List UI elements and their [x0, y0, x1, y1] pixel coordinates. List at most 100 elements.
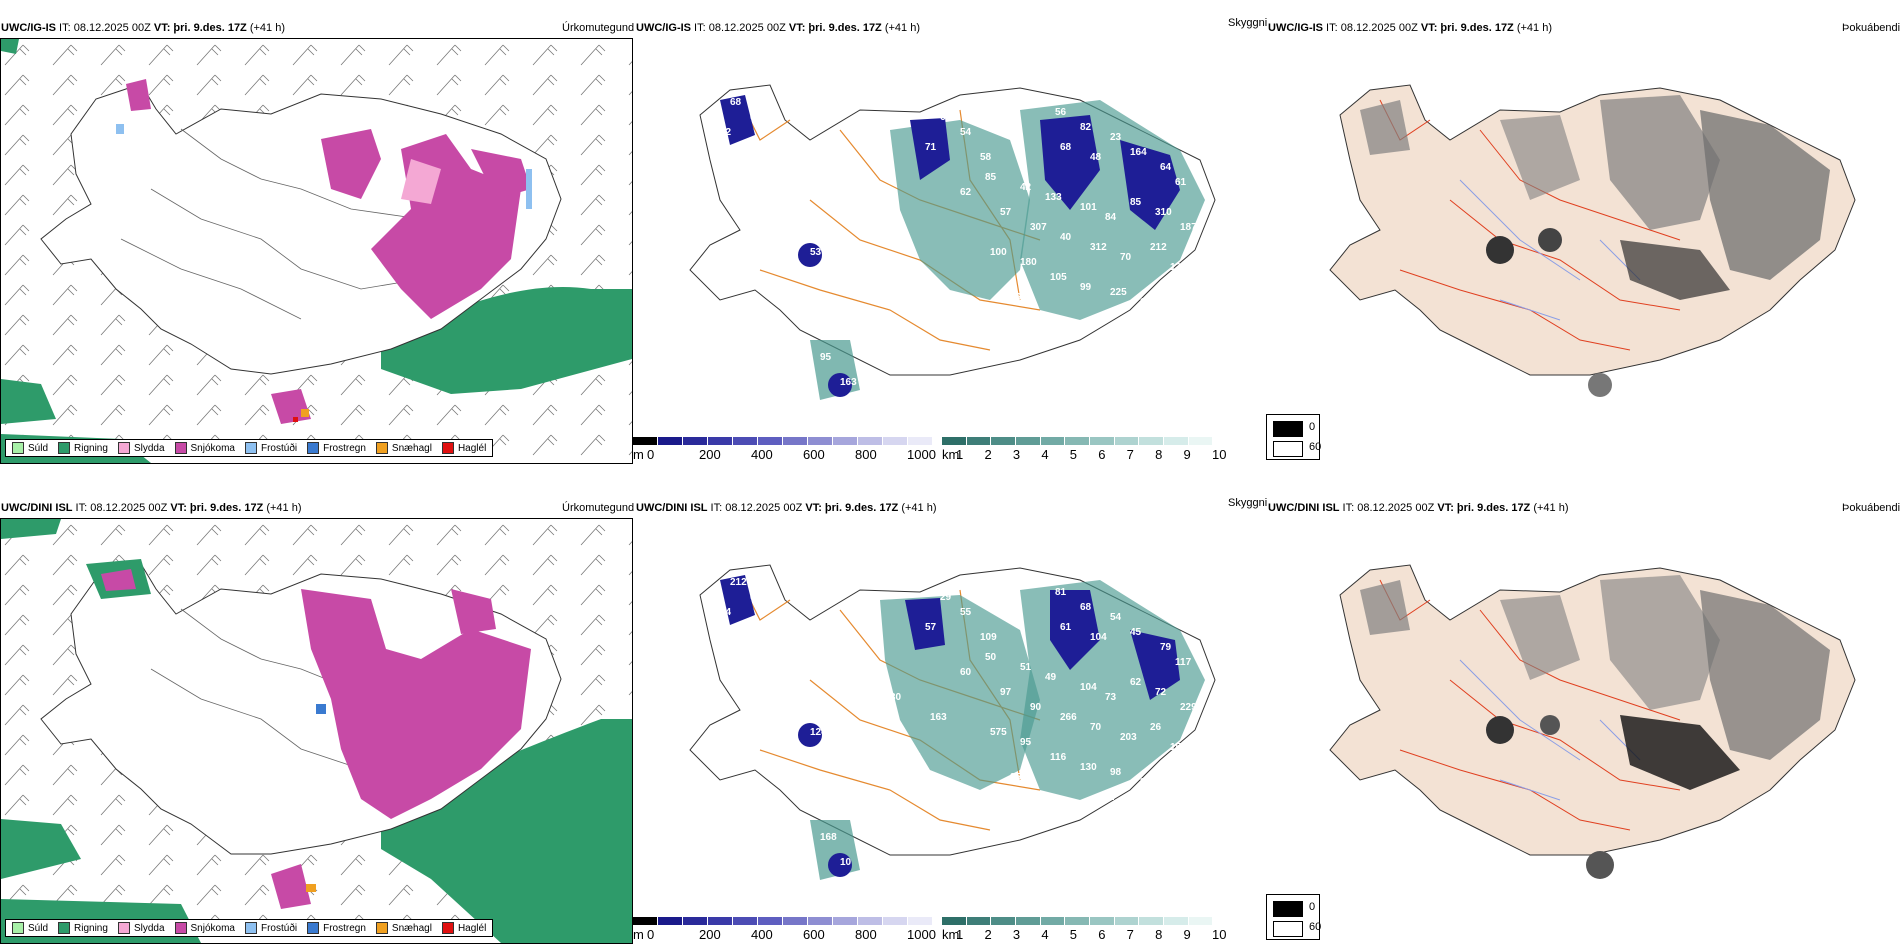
cloud-base-label: 23: [1110, 132, 1122, 143]
colorbar-cell: [733, 917, 758, 925]
cloud-base-label: 55: [960, 607, 972, 618]
colorbar-tick: 400: [751, 447, 773, 462]
colorbar-cell: [708, 437, 733, 445]
cloud-base-label: 109: [980, 632, 997, 643]
cloud-base-label: 57: [1100, 312, 1112, 323]
colorbar-cell: [1089, 917, 1115, 925]
colorbar-cell: [1114, 437, 1140, 445]
colorbar-cell: [991, 917, 1016, 925]
cloud-base-label: 51: [1020, 662, 1032, 673]
colorbar-tick: 3: [1012, 447, 1021, 462]
legend-item: Haglél: [441, 922, 486, 934]
colorbar-tick: 5: [1069, 927, 1077, 942]
cloud-base-label: 57: [1000, 207, 1012, 218]
cloud-base-label: 187: [1180, 222, 1197, 233]
field-name-vis: Skyggni: [1228, 497, 1268, 509]
vis-unit: km: [942, 447, 960, 462]
colorbar-cell: [858, 437, 883, 445]
cloud-base-label: 54: [960, 127, 972, 138]
cloud-base-label: 85: [985, 172, 997, 183]
row-1: UWC/IG-IS IT: 08.12.2025 00Z VT: þri. 9.…: [0, 0, 1900, 470]
colorbar-tick: 1000: [907, 927, 936, 942]
cloud-base-label: 225: [1110, 287, 1127, 298]
field-name-fog: Þokuábendi: [1842, 22, 1900, 34]
colorbar-cell: [908, 917, 933, 925]
cloud-base-label: 81: [1055, 587, 1067, 598]
colorbar-tick: 3: [1012, 927, 1021, 942]
cloud-base-label: 30: [890, 692, 902, 703]
colorbar-cell: [808, 437, 833, 445]
ptype-map-1: Súld Rigning Slydda Snjókoma Frostúði Fr…: [0, 38, 633, 464]
colorbar-cell: [1163, 437, 1189, 445]
colorbar-cell: [966, 917, 992, 925]
cloud-base-label: 124: [810, 727, 827, 738]
colorbar-tick: 5: [1069, 447, 1077, 462]
colorbar-cell: [758, 917, 783, 925]
colorbar-tick: 10: [1212, 447, 1227, 462]
cloud-base-label: 575: [990, 727, 1007, 738]
cloud-base-label: 163: [930, 712, 947, 723]
colorbar-tick: 7: [1126, 447, 1134, 462]
cloud-base-label: 32: [720, 127, 732, 138]
colorbar-cell: [883, 437, 908, 445]
cloud-base-label: 203: [1120, 732, 1137, 743]
cloud-labels: 6861321006154715885625682684823164646142…: [720, 97, 1197, 388]
colorbar-cell: [908, 437, 933, 445]
cloud-base-label: 164: [1130, 147, 1147, 158]
fog-map-1: [1300, 40, 1890, 440]
cloud-base-label: 99: [1080, 282, 1092, 293]
panel-title-2a: UWC/DINI ISL IT: 08.12.2025 00Z VT: þri.…: [1, 502, 302, 514]
colorbar-tick: 800: [855, 447, 877, 462]
colorbar-cell: [883, 917, 908, 925]
colorbar-cell: [1139, 917, 1164, 925]
legend-item: Snæhagl: [375, 442, 432, 454]
vis-map-1: 68 61 32 100 61 54 71 58 85 62 56 82 68 48 23 164 64 61 42…: [660, 40, 1220, 440]
colorbar-cell: [1213, 437, 1238, 445]
cloud-base-label: 72: [1155, 687, 1167, 698]
legend-item: Snæhagl: [375, 922, 432, 934]
cloud-base-label: 82: [1080, 122, 1092, 133]
colorbar-tick: 9: [1183, 927, 1191, 942]
cloud-base-label: 98: [1110, 767, 1122, 778]
panel-title-1b: UWC/IG-IS IT: 08.12.2025 00Z VT: þri. 9.…: [636, 22, 920, 34]
cloud-base-label: 180: [1020, 257, 1037, 268]
cloud-base-label: 157: [1170, 742, 1187, 753]
cloud-base-label: 307: [1030, 222, 1047, 233]
colorbar-cell: [1040, 917, 1066, 925]
colorbar-cell: [683, 917, 708, 925]
colorbar-tick: 7: [1126, 927, 1134, 942]
legend-item: Súld: [12, 442, 48, 454]
panel-title-1c: UWC/IG-IS IT: 08.12.2025 00Z VT: þri. 9.…: [1268, 22, 1552, 34]
cloud-base-label: 95: [820, 352, 832, 363]
legend-item: Frostúði: [244, 442, 297, 454]
colorbar-cell: [708, 917, 733, 925]
cloud-base-label: 97: [1000, 687, 1012, 698]
colorbar-cell: [1163, 917, 1189, 925]
colorbar-tick: 2: [984, 927, 992, 942]
legend-item: Haglél: [441, 442, 486, 454]
cloud-base-label: 62: [960, 187, 972, 198]
colorbar-tick: 4: [1041, 447, 1049, 462]
cloud-base-label: 42: [1020, 182, 1032, 193]
cloud-base-label: 45: [1130, 627, 1142, 638]
legend-item: Rigning: [58, 922, 108, 934]
field-name-fog: Þokuábendi: [1842, 502, 1900, 514]
cloud-base-label: 229: [1180, 702, 1197, 713]
colorbar-cell: [991, 437, 1016, 445]
ptype-legend: Súld Rigning Slydda Snjókoma Frostúði Fr…: [5, 919, 494, 937]
field-name-ptype: Úrkomutegund: [562, 502, 635, 514]
cloud-base-label: 48: [1090, 152, 1102, 163]
cloud-base-label: 26: [1150, 722, 1162, 733]
field-name-ptype: Úrkomutegund: [562, 22, 635, 34]
vis-map-2: 212 63 64 79 29 55 57 109 50 60 81 68 61 104 54 45 79 117…: [660, 520, 1220, 920]
ceiling-colorbar: m 0 200 400 600 800 1000: [633, 917, 939, 947]
cloud-base-label: 54: [910, 752, 922, 763]
vis-colorbar: km 1 2 3 4 5 6 7 8 9 10: [942, 437, 1242, 467]
cloud-base-label: 337: [1100, 792, 1117, 803]
colorbar-cell: [1114, 917, 1140, 925]
colorbar-cell: [683, 437, 708, 445]
colorbar-tick: 6: [1098, 447, 1106, 462]
cloud-base-label: 117: [1175, 657, 1192, 668]
colorbar-tick: 600: [803, 447, 825, 462]
colorbar-tick: 9: [1183, 447, 1191, 462]
